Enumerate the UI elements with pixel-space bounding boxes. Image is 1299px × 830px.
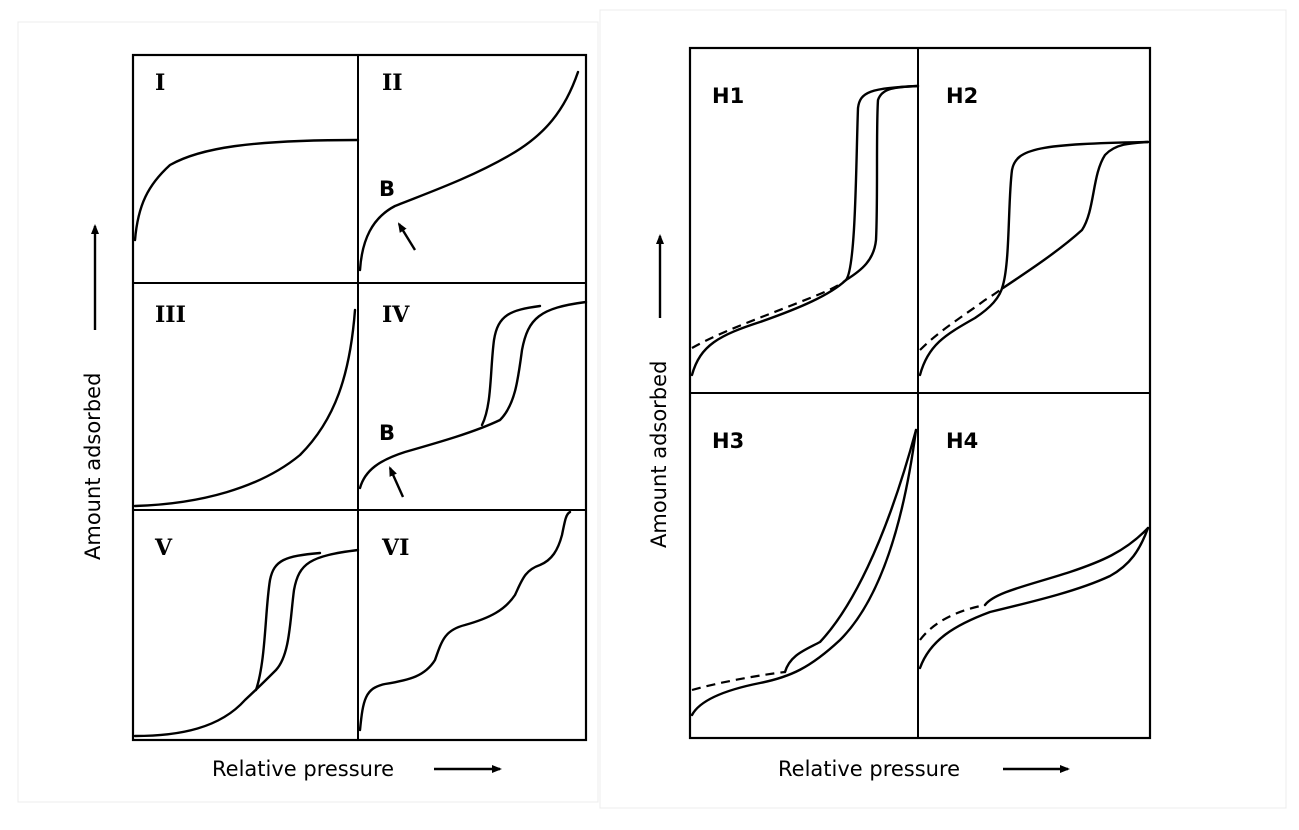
panel-h2: H2: [918, 84, 1150, 377]
panel-label-h4: H4: [946, 429, 978, 453]
right-x-axis-label: Relative pressure: [778, 757, 960, 781]
right-y-axis-label: Amount adsorbed: [647, 361, 671, 548]
panel-label-iii: III: [155, 302, 186, 328]
isotherm-curve-v-desorption: [254, 551, 322, 692]
isotherm-curve-ii: [358, 70, 580, 272]
panel-type-i: I: [133, 70, 360, 242]
isotherm-curve-iv-adsorption: [358, 300, 588, 490]
panel-h4: H4: [918, 429, 1150, 670]
panel-type-iii: III: [133, 302, 357, 508]
panel-h3: H3: [690, 428, 918, 717]
panel-type-ii: II B: [358, 70, 580, 272]
left-x-axis-label: Relative pressure: [212, 757, 394, 781]
panel-label-h1: H1: [712, 84, 744, 108]
left-figure: I II B III IV B V: [81, 53, 588, 781]
left-frame: [131, 53, 588, 742]
isotherm-curve-vi: [358, 510, 572, 732]
isotherm-curve-v-adsorption: [133, 548, 360, 738]
arrow-b-iv: [388, 466, 405, 498]
panel-type-vi: VI: [358, 510, 572, 732]
h3-adsorption-branch: [690, 428, 918, 717]
h4-adsorption-branch: [918, 526, 1150, 670]
isotherm-curve-iv-desorption: [480, 304, 542, 427]
h4-dashed-branch: [919, 603, 986, 641]
panel-label-v: V: [154, 535, 173, 561]
point-b-label-ii: B: [379, 177, 395, 201]
h2-upper-branch: [1001, 140, 1150, 290]
panel-label-iv: IV: [382, 302, 410, 328]
panel-h1: H1: [690, 84, 920, 377]
point-b-label-iv: B: [379, 421, 395, 445]
h3-dashed-branch: [691, 670, 786, 692]
isotherm-curve-iii: [133, 308, 357, 508]
h2-lower-branch: [918, 140, 1150, 377]
h3-desorption-branch: [783, 428, 918, 674]
h1-dashed-branch: [691, 279, 847, 349]
panel-type-iv: IV B: [358, 300, 588, 498]
panel-label-ii: II: [382, 70, 403, 96]
panel-label-vi: VI: [381, 535, 409, 561]
panel-label-i: I: [155, 70, 165, 96]
arrow-b-ii: [397, 222, 417, 251]
h1-upper-branch: [844, 84, 920, 282]
right-figure: H1 H2 H3 H4 Amount adsorbed: [647, 46, 1152, 781]
left-y-axis-label: Amount adsorbed: [81, 373, 105, 560]
panel-label-h3: H3: [712, 429, 744, 453]
panel-label-h2: H2: [946, 84, 978, 108]
h4-desorption-branch: [983, 526, 1150, 607]
h2-dashed-branch: [919, 287, 1004, 351]
isotherm-curve-i: [133, 138, 360, 242]
panel-type-v: V: [133, 535, 360, 738]
